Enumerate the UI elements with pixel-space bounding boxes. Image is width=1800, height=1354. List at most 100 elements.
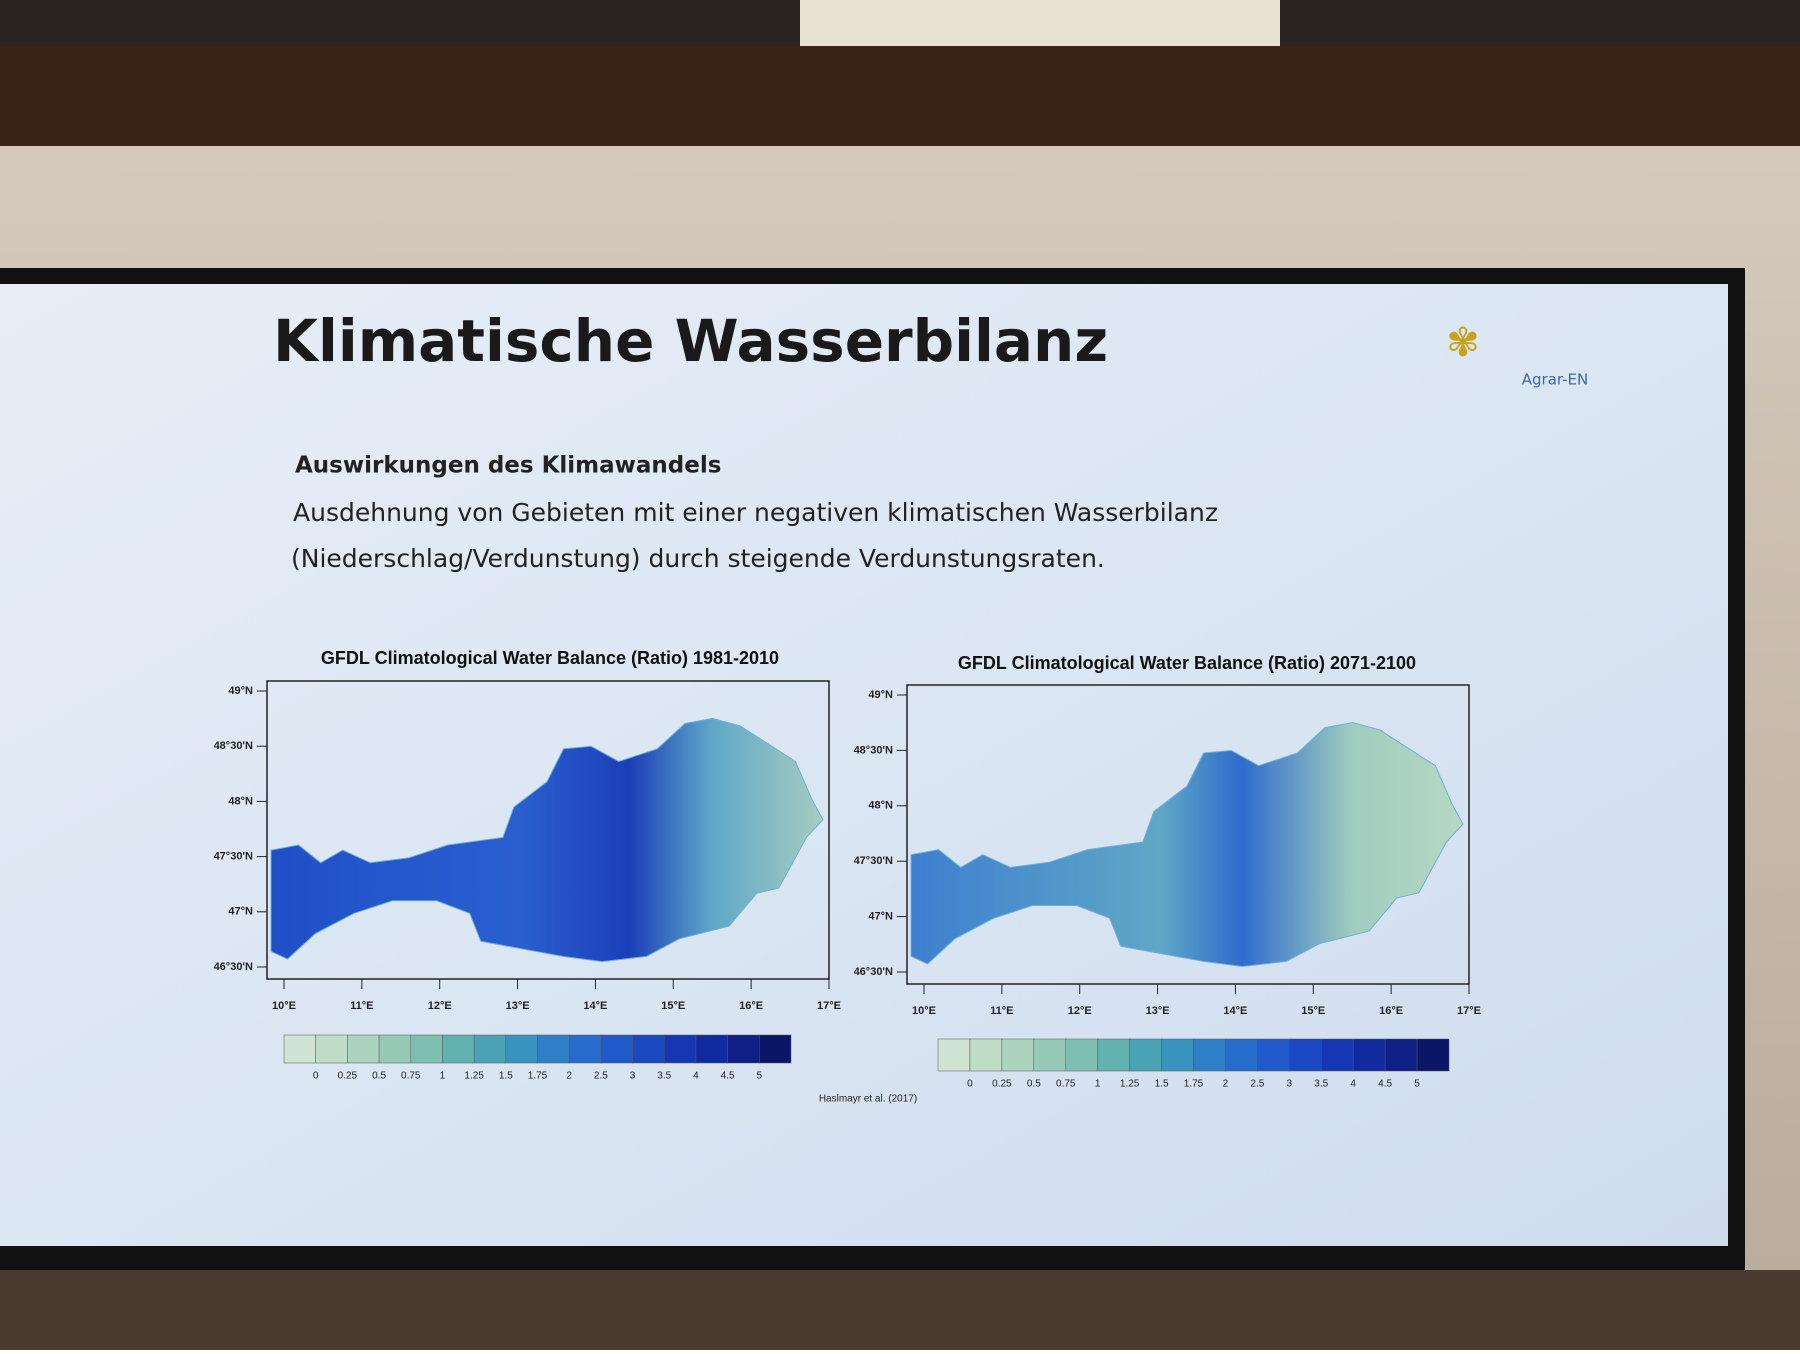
colorbar-box — [473, 1034, 507, 1064]
colorbar-label: 0.5 — [372, 1071, 386, 1082]
colorbar-label: 0 — [967, 1079, 973, 1090]
colorbar-box — [1416, 1038, 1450, 1072]
lon-label: 13°E — [1146, 1005, 1170, 1017]
colorbar-box — [969, 1038, 1003, 1072]
lon-label: 15°E — [661, 1000, 685, 1012]
lat-label: 47°N — [868, 911, 893, 923]
body-line: (Niederschlag/Verdunstung) durch steigen… — [291, 544, 1105, 573]
colorbar-box — [410, 1034, 443, 1064]
colorbar-box — [759, 1034, 792, 1064]
colorbar-label: 0.5 — [1027, 1079, 1041, 1090]
frame — [800, 0, 1280, 46]
lat-label: 47°30'N — [214, 851, 253, 863]
lon-label: 10°E — [272, 1000, 296, 1012]
colorbar-label: 5 — [1414, 1079, 1420, 1090]
austria-map — [910, 722, 1464, 968]
lat-label: 46°30'N — [214, 961, 253, 973]
colorbar-box — [1161, 1038, 1194, 1072]
lat-label: 49°N — [868, 689, 893, 701]
colorbar-box — [537, 1034, 570, 1064]
lon-label: 13°E — [506, 1000, 530, 1012]
lon-label: 17°E — [817, 1000, 841, 1012]
colorbar-label: 0 — [313, 1071, 319, 1082]
colorbar-box — [695, 1034, 728, 1064]
colorbar-box — [568, 1034, 602, 1064]
colorbar-label: 4 — [693, 1071, 699, 1082]
map-title: GFDL Climatological Water Balance (Ratio… — [321, 648, 779, 668]
lat-label: 47°30'N — [854, 855, 893, 867]
lon-label: 14°E — [1223, 1005, 1247, 1017]
colorbar-box — [283, 1034, 316, 1064]
lat-label: 46°30'N — [854, 966, 893, 978]
map-title: GFDL Climatological Water Balance (Ratio… — [958, 653, 1416, 673]
colorbar-label: 4.5 — [721, 1071, 735, 1082]
colorbar-label: 0.25 — [338, 1071, 358, 1082]
colorbar-box — [1384, 1038, 1418, 1072]
lon-label: 16°E — [739, 1000, 763, 1012]
colorbar-box — [632, 1034, 665, 1064]
colorbar-box — [378, 1034, 411, 1064]
logo: Agrar-EN — [1522, 371, 1588, 389]
slide — [0, 284, 1728, 1246]
lat-label: 48°N — [228, 795, 253, 807]
colorbar-box — [1225, 1038, 1258, 1072]
lon-label: 11°E — [350, 1000, 373, 1012]
colorbar-label: 1.5 — [1155, 1079, 1169, 1090]
lat-label: 49°N — [228, 685, 253, 697]
citation: Haslmayr et al. (2017) — [819, 1094, 917, 1105]
colorbar-label: 5 — [757, 1071, 763, 1082]
colorbar-label: 2.5 — [594, 1071, 608, 1082]
shelf — [0, 46, 1800, 146]
lon-label: 16°E — [1379, 1005, 1403, 1017]
body-line: Ausdehnung von Gebieten mit einer negati… — [293, 498, 1218, 527]
colorbar-label: 0.75 — [401, 1071, 421, 1082]
lon-label: 11°E — [990, 1005, 1013, 1017]
slide-title: Klimatische Wasserbilanz — [273, 307, 1108, 375]
colorbar-box — [664, 1034, 697, 1064]
colorbar-box — [1001, 1038, 1035, 1072]
colorbar-label: 1 — [1095, 1079, 1101, 1090]
colorbar-label: 1.75 — [528, 1071, 548, 1082]
colorbar-box — [1352, 1038, 1386, 1072]
colorbar-box — [315, 1034, 348, 1064]
colorbar-label: 2 — [566, 1071, 572, 1082]
colorbar-label: 0.75 — [1056, 1079, 1076, 1090]
lat-label: 48°30'N — [854, 744, 893, 756]
colorbar-box — [937, 1038, 971, 1072]
colorbar-label: 3.5 — [1314, 1079, 1328, 1090]
colorbar-label: 1.25 — [1120, 1079, 1140, 1090]
colorbar-label: 3 — [630, 1071, 636, 1082]
colorbar-label: 1.25 — [464, 1071, 484, 1082]
map-frame — [266, 680, 830, 980]
colorbar-box — [442, 1034, 475, 1064]
colorbar-label: 2.5 — [1250, 1079, 1264, 1090]
colorbar-label: 3 — [1287, 1079, 1293, 1090]
colorbar-label: 4.5 — [1378, 1079, 1392, 1090]
colorbar-box — [1289, 1038, 1322, 1072]
colorbar-label: 4 — [1350, 1079, 1356, 1090]
map-frame — [906, 684, 1470, 985]
colorbar-label: 0.25 — [992, 1079, 1012, 1090]
austria-map — [270, 717, 824, 963]
colorbar-label: 1.5 — [499, 1071, 513, 1082]
colorbar-box — [727, 1034, 760, 1064]
lon-label: 14°E — [583, 1000, 607, 1012]
logo-icon: ✾ — [1446, 320, 1480, 366]
lon-label: 15°E — [1301, 1005, 1325, 1017]
lon-label: 12°E — [1068, 1005, 1092, 1017]
colorbar-label: 2 — [1223, 1079, 1229, 1090]
lon-label: 17°E — [1457, 1005, 1481, 1017]
colorbar-box — [1033, 1038, 1066, 1072]
colorbar-box — [347, 1034, 380, 1064]
colorbar-box — [1321, 1038, 1354, 1072]
colorbar-box — [1065, 1038, 1098, 1072]
lat-label: 47°N — [228, 906, 253, 918]
colorbar-label: 1 — [440, 1071, 446, 1082]
colorbar-box — [1257, 1038, 1290, 1072]
lon-label: 12°E — [428, 1000, 452, 1012]
colorbar-label: 3.5 — [657, 1071, 671, 1082]
lat-label: 48°N — [868, 800, 893, 812]
colorbar-box — [1097, 1038, 1130, 1072]
